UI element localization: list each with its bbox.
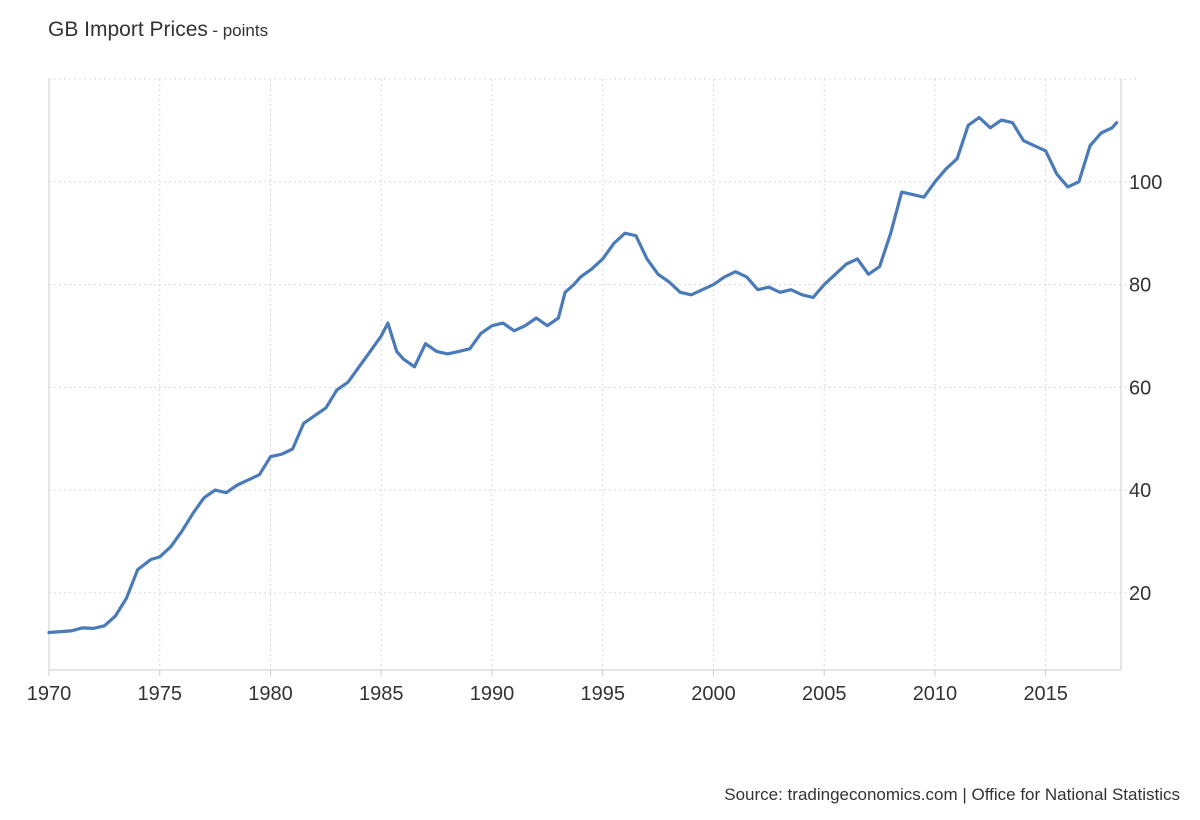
y-tick-label: 80 xyxy=(1129,275,1151,297)
x-tick-label: 2000 xyxy=(691,683,736,705)
tick-labels: 20 40 60 80 100 1970 1975 1980 1985 1990 1995 2000 2… xyxy=(27,172,1163,705)
y-tick-label: 40 xyxy=(1129,480,1151,502)
axes xyxy=(48,79,1122,676)
y-tick-label: 100 xyxy=(1129,172,1162,194)
chart-title-text: GB Import Prices xyxy=(48,18,208,41)
x-tick-label: 1985 xyxy=(359,683,404,705)
x-tick-label: 1990 xyxy=(470,683,515,705)
y-tick-label: 60 xyxy=(1129,377,1151,399)
x-tick-label: 2015 xyxy=(1023,683,1068,705)
series-line xyxy=(47,115,1119,635)
x-tick-label: 1995 xyxy=(580,683,625,705)
y-tick-label: 20 xyxy=(1129,583,1151,605)
x-tick-label: 2010 xyxy=(913,683,958,705)
x-tick-label: 1975 xyxy=(137,683,182,705)
x-tick-label: 2005 xyxy=(802,683,847,705)
series-layer xyxy=(47,115,1119,635)
chart-title: GB Import Prices - points xyxy=(48,18,268,42)
chart-subtitle: - points xyxy=(212,21,269,40)
x-tick-label: 1970 xyxy=(27,683,72,705)
grid-lines xyxy=(48,78,1139,670)
x-tick-label: 1980 xyxy=(248,683,293,705)
source-note: Source: tradingeconomics.com | Office fo… xyxy=(724,785,1180,804)
